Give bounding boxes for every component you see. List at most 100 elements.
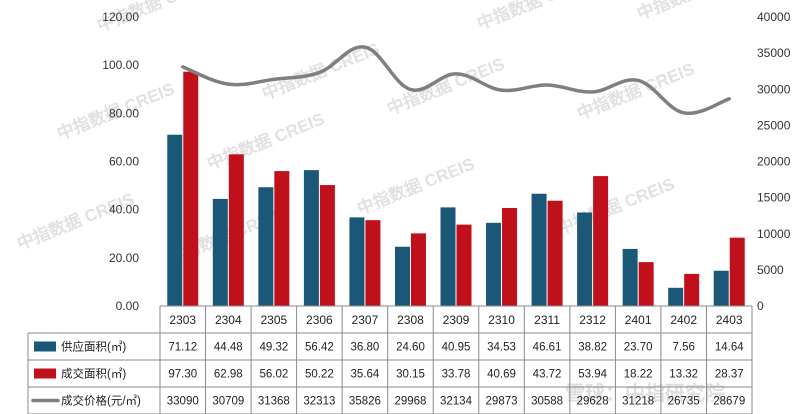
- data-label: 40.95: [442, 342, 471, 354]
- x-tick-label: 2401: [625, 313, 652, 327]
- y-right-tick-label: 0: [757, 299, 764, 313]
- legend-label: 成交价格(元/㎡): [61, 394, 141, 408]
- x-tick-label: 2303: [169, 313, 196, 327]
- data-label: 31218: [622, 396, 654, 408]
- legend-label: 成交面积(㎡): [61, 367, 126, 381]
- transaction-area-bar: [684, 273, 700, 306]
- transaction-area-bar: [502, 208, 518, 306]
- supply-area-bar: [349, 217, 365, 306]
- supply-area-bar: [531, 193, 547, 306]
- watermark: 中指数据 CREIS: [204, 108, 327, 173]
- y-right-tick-label: 15000: [757, 191, 791, 205]
- data-label: 56.02: [259, 369, 288, 381]
- y-right-tick-label: 35000: [757, 46, 791, 60]
- data-label: 24.60: [396, 342, 425, 354]
- x-tick-label: 2304: [215, 313, 242, 327]
- data-label: 97.30: [168, 369, 197, 381]
- data-label: 30709: [212, 396, 244, 408]
- transaction-area-bar: [274, 171, 290, 306]
- watermark: 中指数据 CREIS: [14, 188, 137, 253]
- transaction-area-bar: [319, 185, 335, 306]
- transaction-area-bar: [638, 262, 654, 306]
- supply-area-bar: [303, 170, 319, 306]
- data-label: 32313: [303, 396, 335, 408]
- supply-area-bar: [486, 222, 502, 306]
- data-label: 40.69: [487, 369, 516, 381]
- data-label: 46.61: [533, 342, 562, 354]
- y-right-tick-label: 30000: [757, 82, 791, 96]
- data-label: 35826: [349, 396, 381, 408]
- bars: [167, 71, 745, 307]
- data-label: 18.22: [624, 369, 653, 381]
- data-label: 33.78: [442, 369, 471, 381]
- data-label: 28.37: [715, 369, 744, 381]
- x-tick-label: 2402: [670, 313, 697, 327]
- x-tick-label: 2309: [443, 313, 470, 327]
- transaction-area-bar: [593, 176, 609, 306]
- data-label: 31368: [258, 396, 290, 408]
- data-label: 50.22: [305, 369, 334, 381]
- data-label: 13.32: [669, 369, 698, 381]
- transaction-area-bar: [547, 200, 563, 306]
- supply-area-bar: [440, 207, 456, 306]
- y-left-tick-label: 20.00: [109, 251, 139, 265]
- watermark: 中指数据 CREIS: [634, 0, 757, 24]
- data-label: 44.48: [214, 342, 243, 354]
- watermark: 雪球：中指研究院: [565, 381, 725, 405]
- y-left-tick-label: 100.00: [102, 58, 139, 72]
- x-tick-label: 2312: [579, 313, 606, 327]
- x-tick-label: 2311: [534, 313, 560, 327]
- y-left-tick-label: 40.00: [109, 203, 139, 217]
- y-right-tick-label: 25000: [757, 118, 791, 132]
- data-label: 62.98: [214, 369, 243, 381]
- y-right-tick-label: 10000: [757, 227, 791, 241]
- y-left-tick-label: 0.00: [116, 299, 140, 313]
- y-right-tick-label: 40000: [757, 10, 791, 24]
- data-label: 14.64: [715, 342, 744, 354]
- supply-area-bar: [713, 270, 729, 306]
- supply-area-bar: [258, 187, 274, 306]
- watermark: 中指数据 CREIS: [354, 153, 477, 218]
- data-label: 26735: [668, 396, 700, 408]
- data-label: 28679: [713, 396, 745, 408]
- x-tick-label: 2308: [397, 313, 424, 327]
- legend-swatch: [34, 368, 56, 379]
- price-line-layer: [181, 45, 731, 116]
- y-left-tick-label: 80.00: [109, 106, 139, 120]
- y-left-tick-label: 60.00: [109, 155, 139, 169]
- watermark: 中指数据 CREIS: [554, 173, 677, 238]
- supply-area-bar: [622, 248, 638, 306]
- data-label: 36.80: [351, 342, 380, 354]
- supply-area-bar: [212, 198, 228, 306]
- x-tick-label: 2307: [352, 313, 379, 327]
- data-label: 7.56: [672, 342, 694, 354]
- axes: 0.00 20.00 40.00 60.00 80.00 100.00 120.00 0 500…: [102, 10, 790, 313]
- data-label: 30.15: [396, 369, 425, 381]
- legend-swatch: [34, 341, 56, 352]
- transaction-area-bar: [456, 224, 472, 306]
- data-label: 33090: [167, 396, 199, 408]
- y-right-tick-label: 20000: [757, 155, 791, 169]
- data-label: 34.53: [487, 342, 516, 354]
- y-left-tick-label: 120.00: [102, 10, 139, 24]
- data-label: 29968: [394, 396, 426, 408]
- x-tick-label: 2305: [260, 313, 287, 327]
- data-label: 38.82: [578, 342, 607, 354]
- transaction-area-bar: [365, 220, 381, 306]
- data-table: 2303 2304 2305 2306 2307 2308 2309 2310 2311 2312…: [27, 305, 753, 414]
- legend-label: 供应面积(㎡): [61, 340, 126, 354]
- data-label: 23.70: [624, 342, 653, 354]
- x-tick-label: 2310: [488, 313, 515, 327]
- y-right-tick-label: 5000: [757, 263, 784, 277]
- transaction-area-bar: [729, 237, 745, 306]
- data-label: 29873: [486, 396, 518, 408]
- data-label: 35.64: [351, 369, 380, 381]
- watermark: 中指数据 CREIS: [474, 0, 597, 34]
- data-label: 30588: [531, 396, 563, 408]
- data-label: 56.42: [305, 342, 334, 354]
- data-label: 53.94: [578, 369, 607, 381]
- data-label: 29628: [577, 396, 609, 408]
- supply-area-bar: [394, 246, 410, 306]
- transaction-area-bar: [228, 154, 244, 306]
